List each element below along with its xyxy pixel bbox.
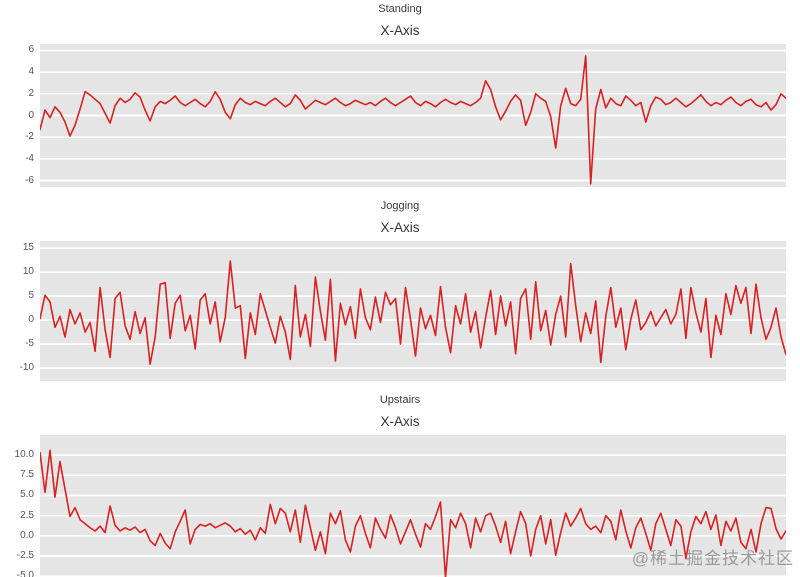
chart-jogging: Jogging X-Axis 15 10 5 0 -5 -10 xyxy=(0,199,800,381)
y-tick-label: 2.5 xyxy=(20,509,34,521)
line-plot xyxy=(40,435,786,577)
chart-suptitle: Upstairs xyxy=(379,394,421,406)
line-plot xyxy=(40,44,786,187)
plot-area: 6 4 2 0 -2 -4 -6 xyxy=(25,44,786,187)
y-tick-label: 2 xyxy=(28,87,34,99)
chart-axis-title: X-Axis xyxy=(380,23,420,38)
y-tick-label: 4 xyxy=(28,66,34,78)
y-tick-label: 7.5 xyxy=(20,469,34,481)
y-tick-label: -4 xyxy=(25,152,34,164)
chart-suptitle: Standing xyxy=(378,3,422,15)
line-plot xyxy=(40,241,786,381)
y-tick-label: 5.0 xyxy=(20,489,34,501)
y-tick-label: -2 xyxy=(25,131,34,143)
y-tick-label: -2.5 xyxy=(16,549,34,561)
y-tick-label: 10.0 xyxy=(14,449,34,461)
plot-area: 15 10 5 0 -5 -10 xyxy=(20,241,786,381)
y-tick-label: -5 xyxy=(25,338,34,350)
y-tick-label: 0 xyxy=(28,109,34,121)
y-tick-label: 0.0 xyxy=(20,529,34,541)
y-tick-label: -6 xyxy=(25,174,34,186)
y-tick-label: 10 xyxy=(22,266,34,278)
y-tick-label: -10 xyxy=(19,362,34,374)
chart-standing: Standing X-Axis 6 4 2 0 -2 -4 -6 xyxy=(0,2,800,187)
y-tick-label: 0 xyxy=(28,314,34,326)
chart-suptitle: Jogging xyxy=(380,200,420,212)
y-tick-label: 15 xyxy=(22,242,34,254)
chart-upstairs: Upstairs X-Axis 10.0 7.5 5.0 2.5 0.0 -2.5 -5.0 xyxy=(0,393,800,577)
plot-area: 10.0 7.5 5.0 2.5 0.0 -2.5 -5.0 xyxy=(15,435,786,577)
watermark: @稀土掘金技术社区 xyxy=(631,549,794,568)
y-tick-label: -5.0 xyxy=(16,570,34,577)
chart-axis-title: X-Axis xyxy=(380,220,420,235)
y-tick-label: 6 xyxy=(28,44,34,56)
chart-axis-title: X-Axis xyxy=(380,414,420,429)
y-tick-label: 5 xyxy=(28,290,34,302)
